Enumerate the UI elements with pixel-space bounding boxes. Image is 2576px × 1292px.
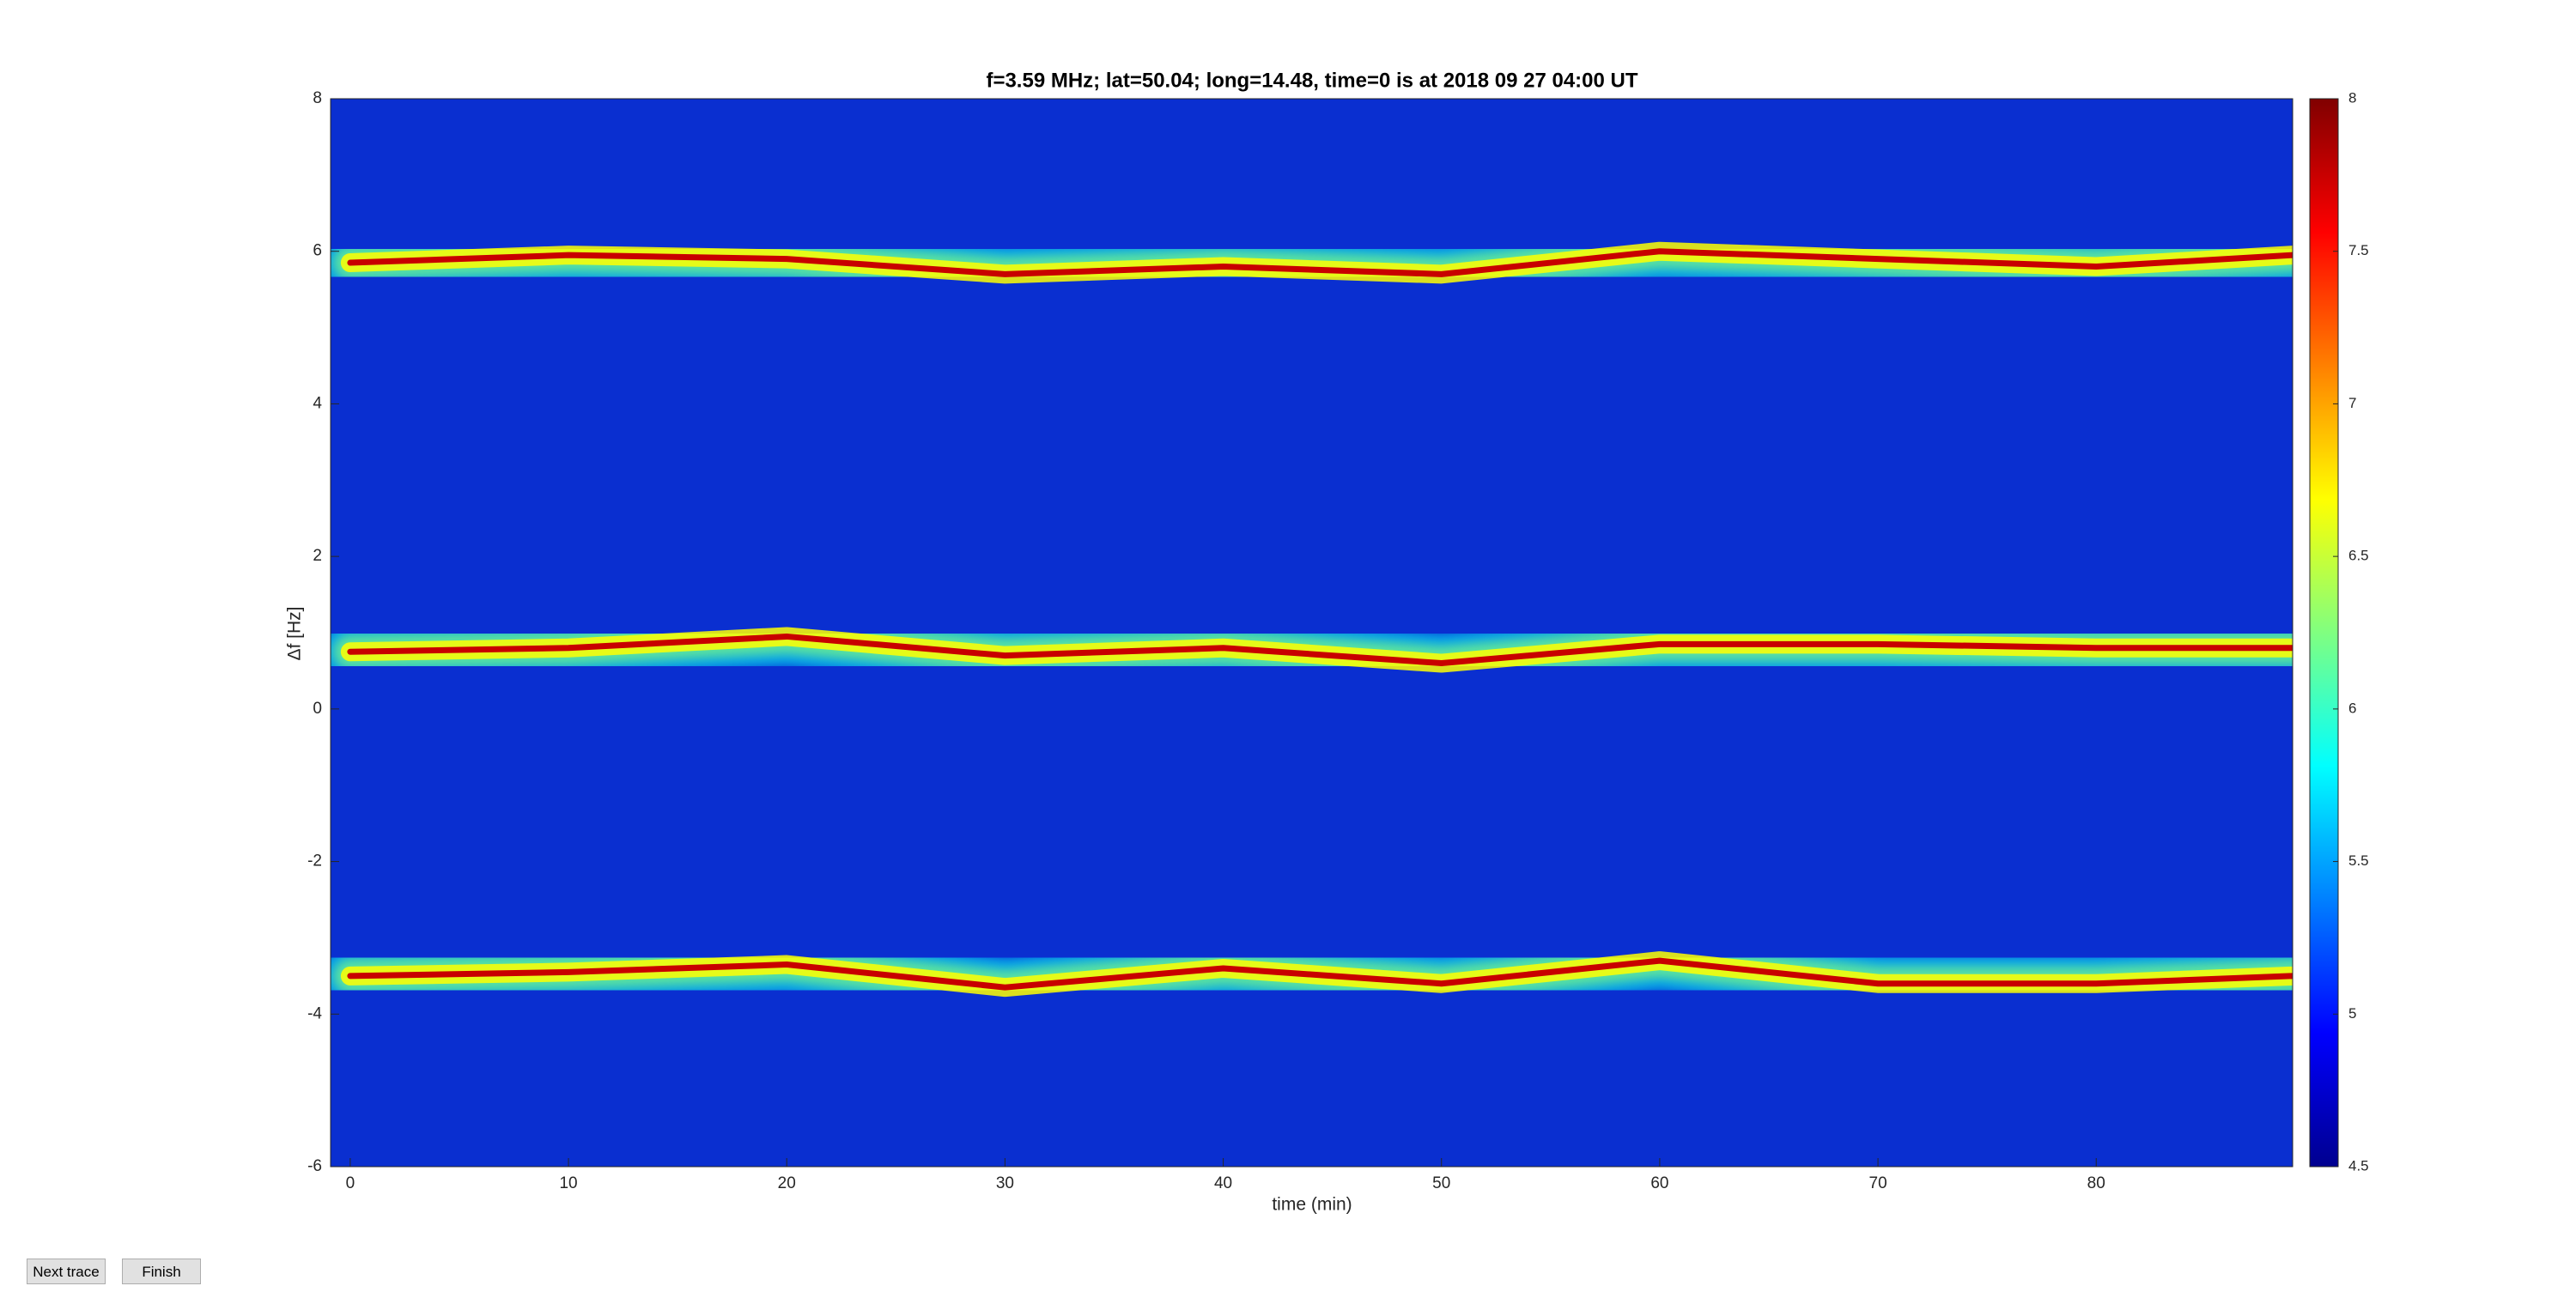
colorbar-tick-label: 6 (2348, 700, 2356, 716)
next-trace-button[interactable]: Next trace (27, 1259, 106, 1284)
trace (347, 957, 2293, 991)
plot-frame (330, 98, 2293, 1168)
figure: f=3.59 MHz; lat=50.04; long=14.48, time=… (285, 69, 2369, 1215)
y-tick-label: 6 (313, 242, 322, 260)
colorbar-tick-label: 7.5 (2348, 242, 2369, 258)
x-tick-label: 80 (2087, 1174, 2105, 1192)
x-tick-label: 20 (778, 1174, 796, 1192)
data-layer (331, 221, 2293, 1018)
x-tick-label: 30 (996, 1174, 1014, 1192)
y-tick-label: 8 (313, 89, 322, 107)
colorbar (2309, 98, 2339, 1168)
y-tick-label: 2 (313, 547, 322, 565)
y-tick-label: 4 (313, 394, 322, 412)
x-tick-label: 0 (346, 1174, 355, 1192)
x-axis-label: time (min) (1272, 1195, 1352, 1215)
finish-button[interactable]: Finish (122, 1259, 201, 1284)
y-tick-label: -4 (307, 1004, 322, 1022)
colorbar-tick-label: 5.5 (2348, 852, 2369, 869)
x-tick-label: 40 (1214, 1174, 1232, 1192)
colorbar-tick-label: 8 (2348, 89, 2356, 106)
y-tick-label: 0 (313, 700, 322, 718)
x-tick-label: 10 (559, 1174, 577, 1192)
colorbar-tick-label: 4.5 (2348, 1157, 2369, 1174)
x-tick-label: 70 (1869, 1174, 1887, 1192)
colorbar-tick-label: 7 (2348, 395, 2356, 411)
colorbar-tick-label: 5 (2348, 1005, 2356, 1022)
y-axis-label: Δf [Hz] (285, 606, 305, 660)
chart-title: f=3.59 MHz; lat=50.04; long=14.48, time=… (986, 69, 1637, 92)
colorbar-tick-label: 6.5 (2348, 548, 2369, 564)
trace (347, 633, 2293, 667)
y-tick-label: -6 (307, 1157, 322, 1175)
x-tick-label: 50 (1432, 1174, 1450, 1192)
trace (347, 248, 2293, 277)
y-tick-label: -2 (307, 852, 322, 870)
x-tick-label: 60 (1650, 1174, 1668, 1192)
